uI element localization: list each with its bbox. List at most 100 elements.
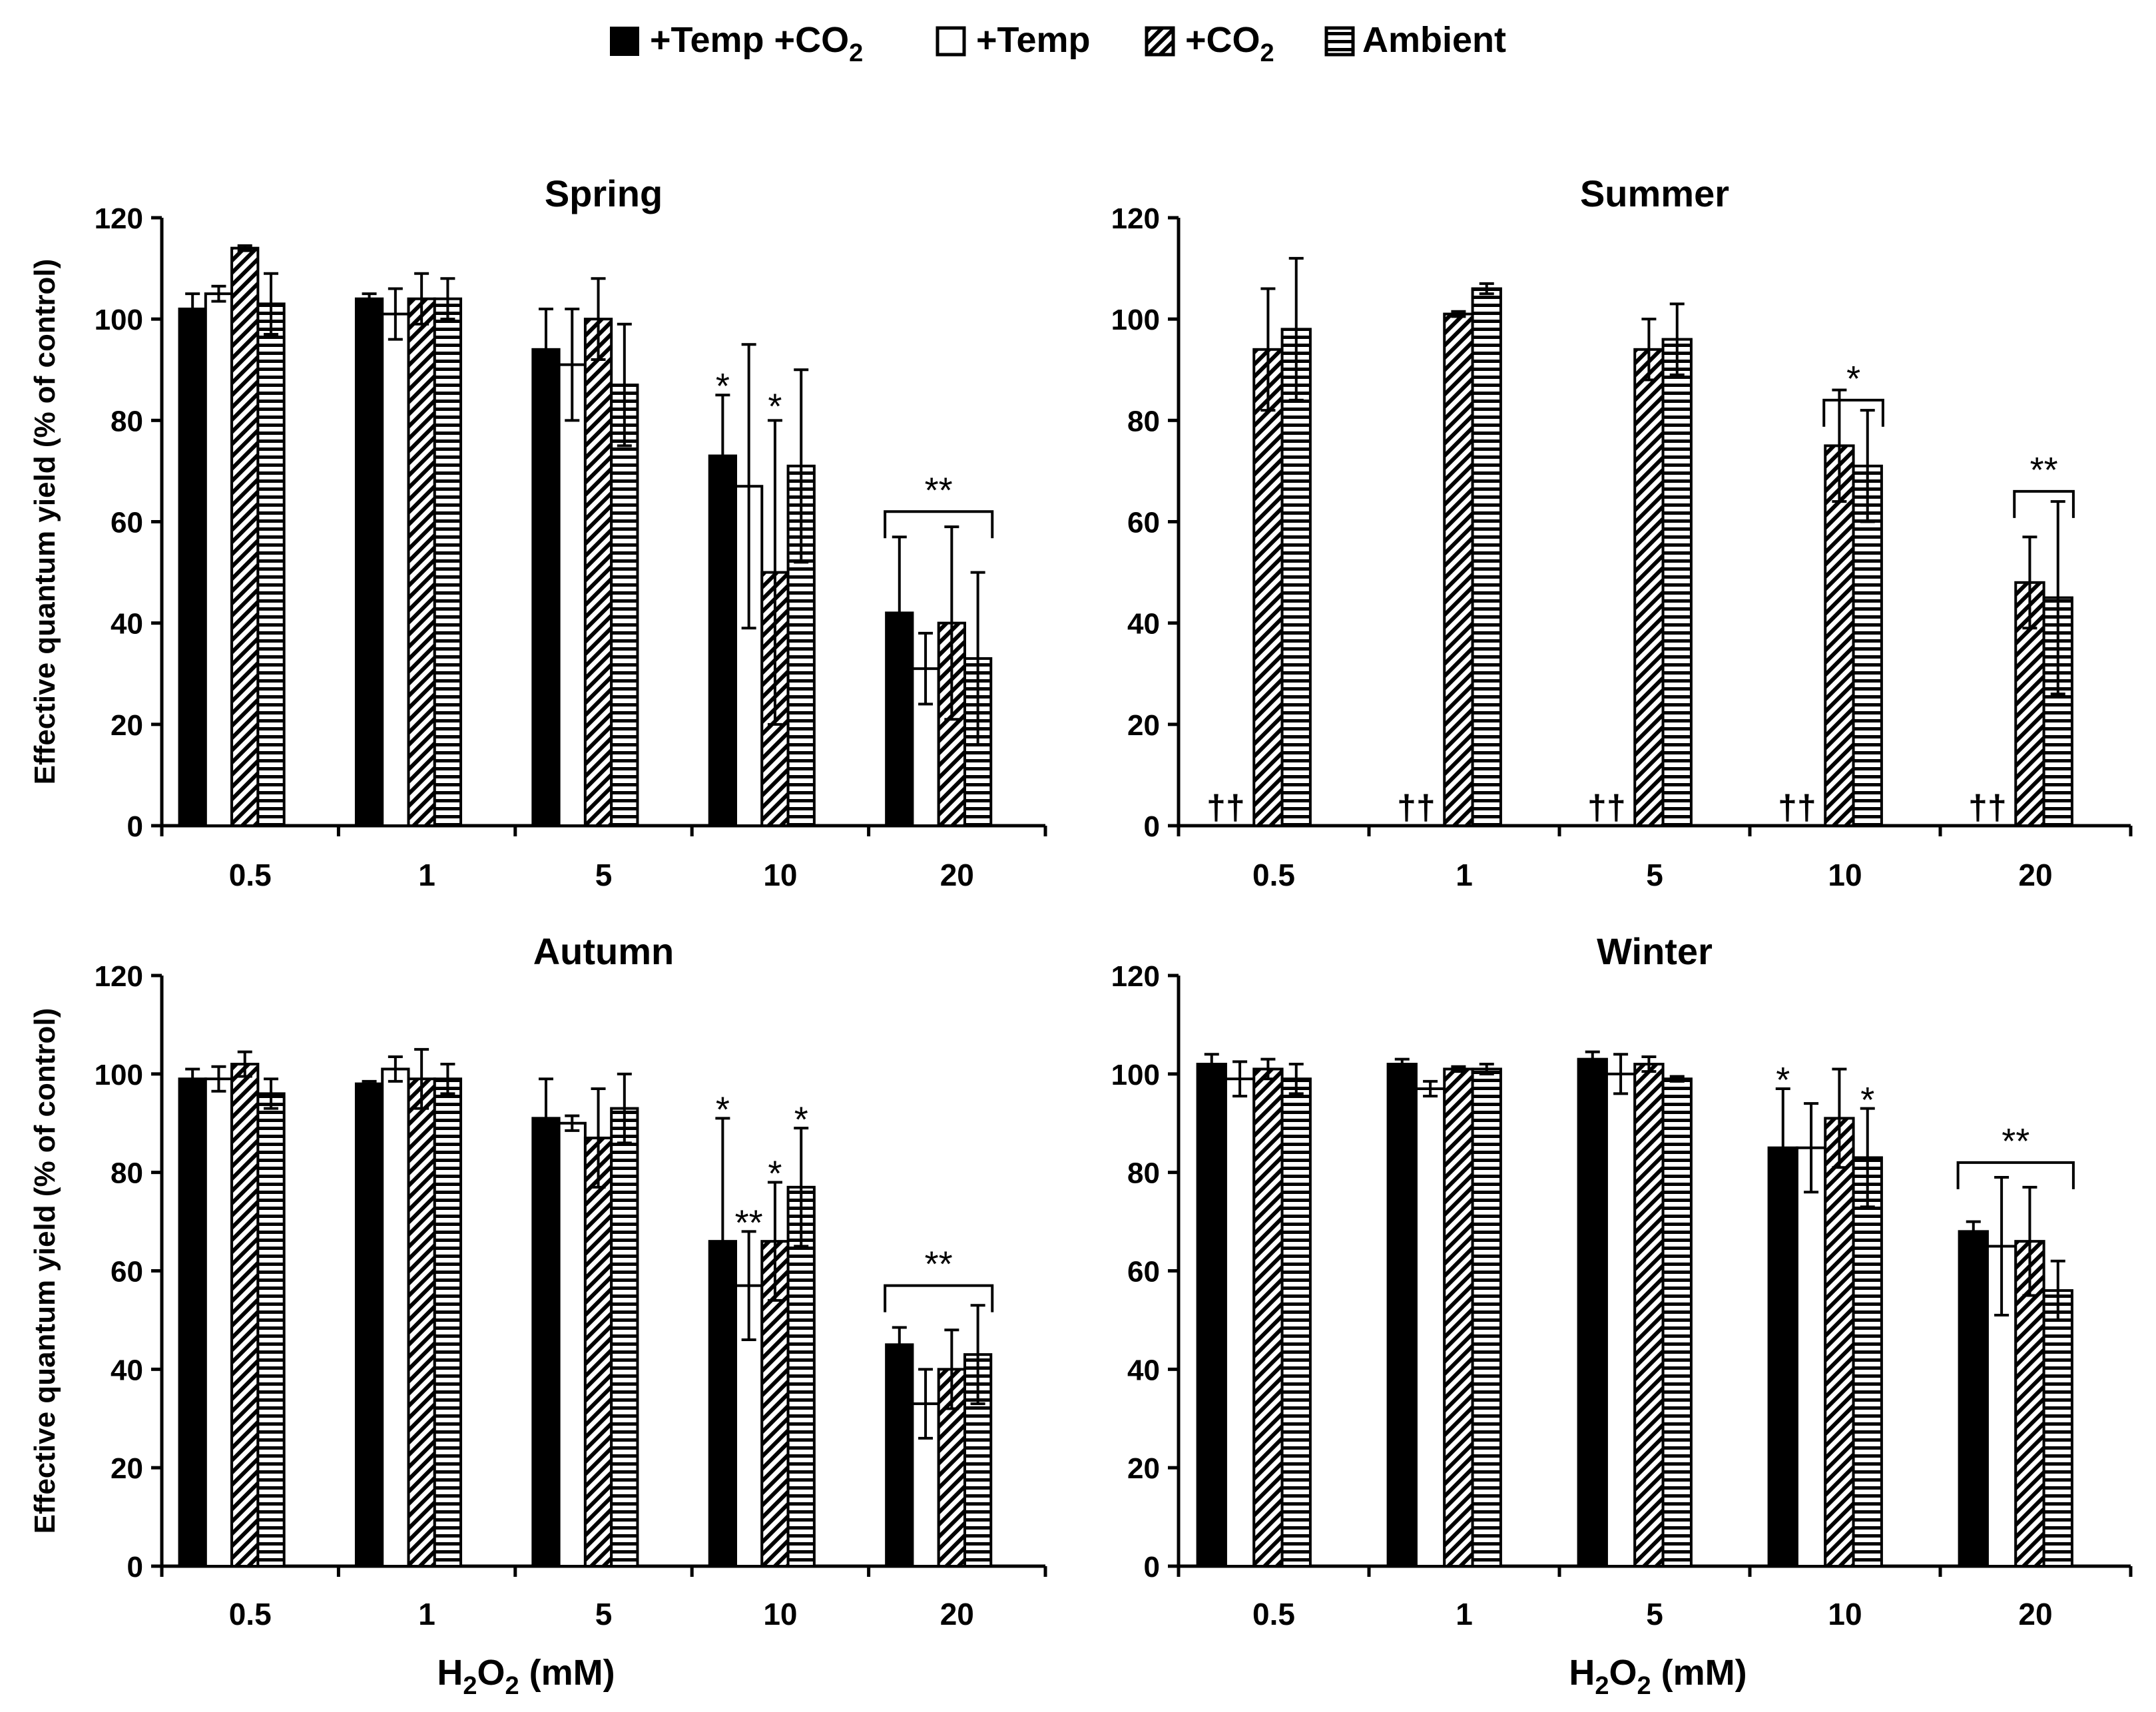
- bar: [557, 1121, 587, 1568]
- significance-label: *: [1860, 1080, 1874, 1120]
- chart-title: Winter: [1597, 930, 1713, 972]
- legend-label: +CO2: [1185, 20, 1274, 67]
- bar: [1824, 1117, 1855, 1568]
- significance-label: *: [716, 1090, 730, 1130]
- y-tick-label: 100: [95, 1059, 143, 1091]
- dagger-label: ††: [1397, 788, 1436, 827]
- significance-label: *: [768, 1154, 782, 1194]
- significance-label: **: [2002, 1121, 2029, 1161]
- y-tick-label: 0: [127, 1551, 143, 1583]
- significance-bracket: [884, 1284, 994, 1312]
- x-tick-label: 20: [940, 858, 974, 892]
- y-tick-label: 40: [111, 1354, 143, 1386]
- x-tick-label: 10: [1828, 1597, 1862, 1631]
- x-tick-label: 1: [418, 858, 435, 892]
- legend-swatch-horizontal: [1324, 26, 1355, 57]
- bar: [433, 297, 463, 827]
- bar: [531, 1117, 561, 1568]
- significance-bracket: [1822, 398, 1884, 427]
- x-tick-label: 5: [1646, 858, 1663, 892]
- y-tick-label: 40: [1127, 1354, 1160, 1386]
- significance-label: **: [925, 1245, 953, 1284]
- x-tick-label: 1: [1456, 858, 1473, 892]
- x-tick-label: 5: [595, 858, 613, 892]
- x-tick-label: 0.5: [229, 1597, 272, 1631]
- significance-bracket: [1956, 1161, 2075, 1189]
- bar: [1386, 1063, 1418, 1568]
- chart-panel-summer: Summer 0 20 40 60 80 100 120 0.5 1 5 10 20 †† †† †† †† ††…: [1111, 172, 2133, 892]
- bar: [230, 246, 260, 827]
- x-tick-label: 0.5: [229, 858, 272, 892]
- bar: [407, 1077, 436, 1568]
- x-tick-label: 5: [1646, 1597, 1663, 1631]
- x-tick-label: 10: [763, 1597, 797, 1631]
- significance-label: *: [794, 1099, 808, 1139]
- x-axis-title-left: H2O2 (mM): [437, 1653, 615, 1700]
- bar: [531, 348, 561, 827]
- x-tick-label: 10: [763, 858, 797, 892]
- bar: [354, 297, 384, 827]
- chart-title: Summer: [1580, 172, 1729, 214]
- bar: [1471, 1067, 1502, 1568]
- bar: [1633, 348, 1665, 827]
- significance-bracket: [884, 510, 994, 539]
- y-tick-label: 60: [1127, 1256, 1160, 1288]
- legend-item-temp: +Temp: [936, 20, 1091, 60]
- bar: [230, 1063, 260, 1568]
- y-tick-label: 60: [1127, 507, 1160, 539]
- bar: [610, 384, 639, 827]
- y-tick-label: 80: [111, 405, 143, 437]
- bar: [557, 363, 587, 827]
- chart-panel-spring: Spring Effective quantum yield (% of cont…: [29, 172, 1047, 892]
- legend-label: +Temp: [976, 20, 1091, 60]
- chart-title: Autumn: [533, 930, 674, 972]
- y-tick-label: 120: [1111, 202, 1160, 235]
- dagger-label: ††: [1968, 788, 2007, 827]
- bar: [583, 1136, 613, 1568]
- bar: [256, 1092, 286, 1568]
- y-tick-label: 0: [1144, 810, 1160, 843]
- bar: [1252, 1067, 1284, 1568]
- legend-item-ambient: Ambient: [1324, 20, 1506, 60]
- y-tick-label: 20: [1127, 709, 1160, 742]
- significance-label: *: [1846, 359, 1860, 399]
- bar: [354, 1082, 384, 1568]
- y-tick-label: 100: [1111, 304, 1160, 336]
- x-tick-label: 0.5: [1252, 1597, 1295, 1631]
- y-tick-label: 120: [1111, 960, 1160, 993]
- bar: [1795, 1146, 1827, 1568]
- dagger-label: ††: [1207, 788, 1245, 827]
- bar: [407, 297, 436, 827]
- x-tick-label: 20: [2018, 1597, 2052, 1631]
- bar: [1852, 464, 1883, 827]
- bar: [381, 1067, 410, 1568]
- significance-bracket: [2013, 489, 2075, 518]
- y-tick-label: 20: [111, 1452, 143, 1485]
- y-tick-label: 80: [111, 1157, 143, 1190]
- bar: [1577, 1057, 1608, 1568]
- bar: [1280, 1077, 1312, 1568]
- significance-label: *: [1776, 1060, 1790, 1100]
- y-tick-label: 20: [111, 709, 143, 742]
- bar: [256, 302, 286, 827]
- x-tick-label: 5: [595, 1597, 613, 1631]
- legend-swatch-solid: [610, 27, 639, 56]
- bar: [583, 318, 613, 827]
- bar: [610, 1107, 639, 1568]
- bar: [433, 1077, 463, 1568]
- bar: [1661, 1077, 1693, 1568]
- bar: [178, 307, 207, 827]
- y-tick-label: 120: [95, 202, 143, 235]
- bar: [1958, 1230, 1989, 1568]
- bar: [1471, 287, 1502, 827]
- legend-swatch-diagonal: [1145, 26, 1175, 57]
- y-tick-label: 60: [111, 1256, 143, 1288]
- significance-label: **: [925, 470, 953, 510]
- significance-label: *: [768, 387, 782, 427]
- significance-label: **: [735, 1203, 763, 1243]
- x-tick-label: 1: [1456, 1597, 1473, 1631]
- bar: [1414, 1087, 1446, 1568]
- x-axis-title-right: H2O2 (mM): [1569, 1653, 1747, 1700]
- x-tick-label: 0.5: [1252, 858, 1295, 892]
